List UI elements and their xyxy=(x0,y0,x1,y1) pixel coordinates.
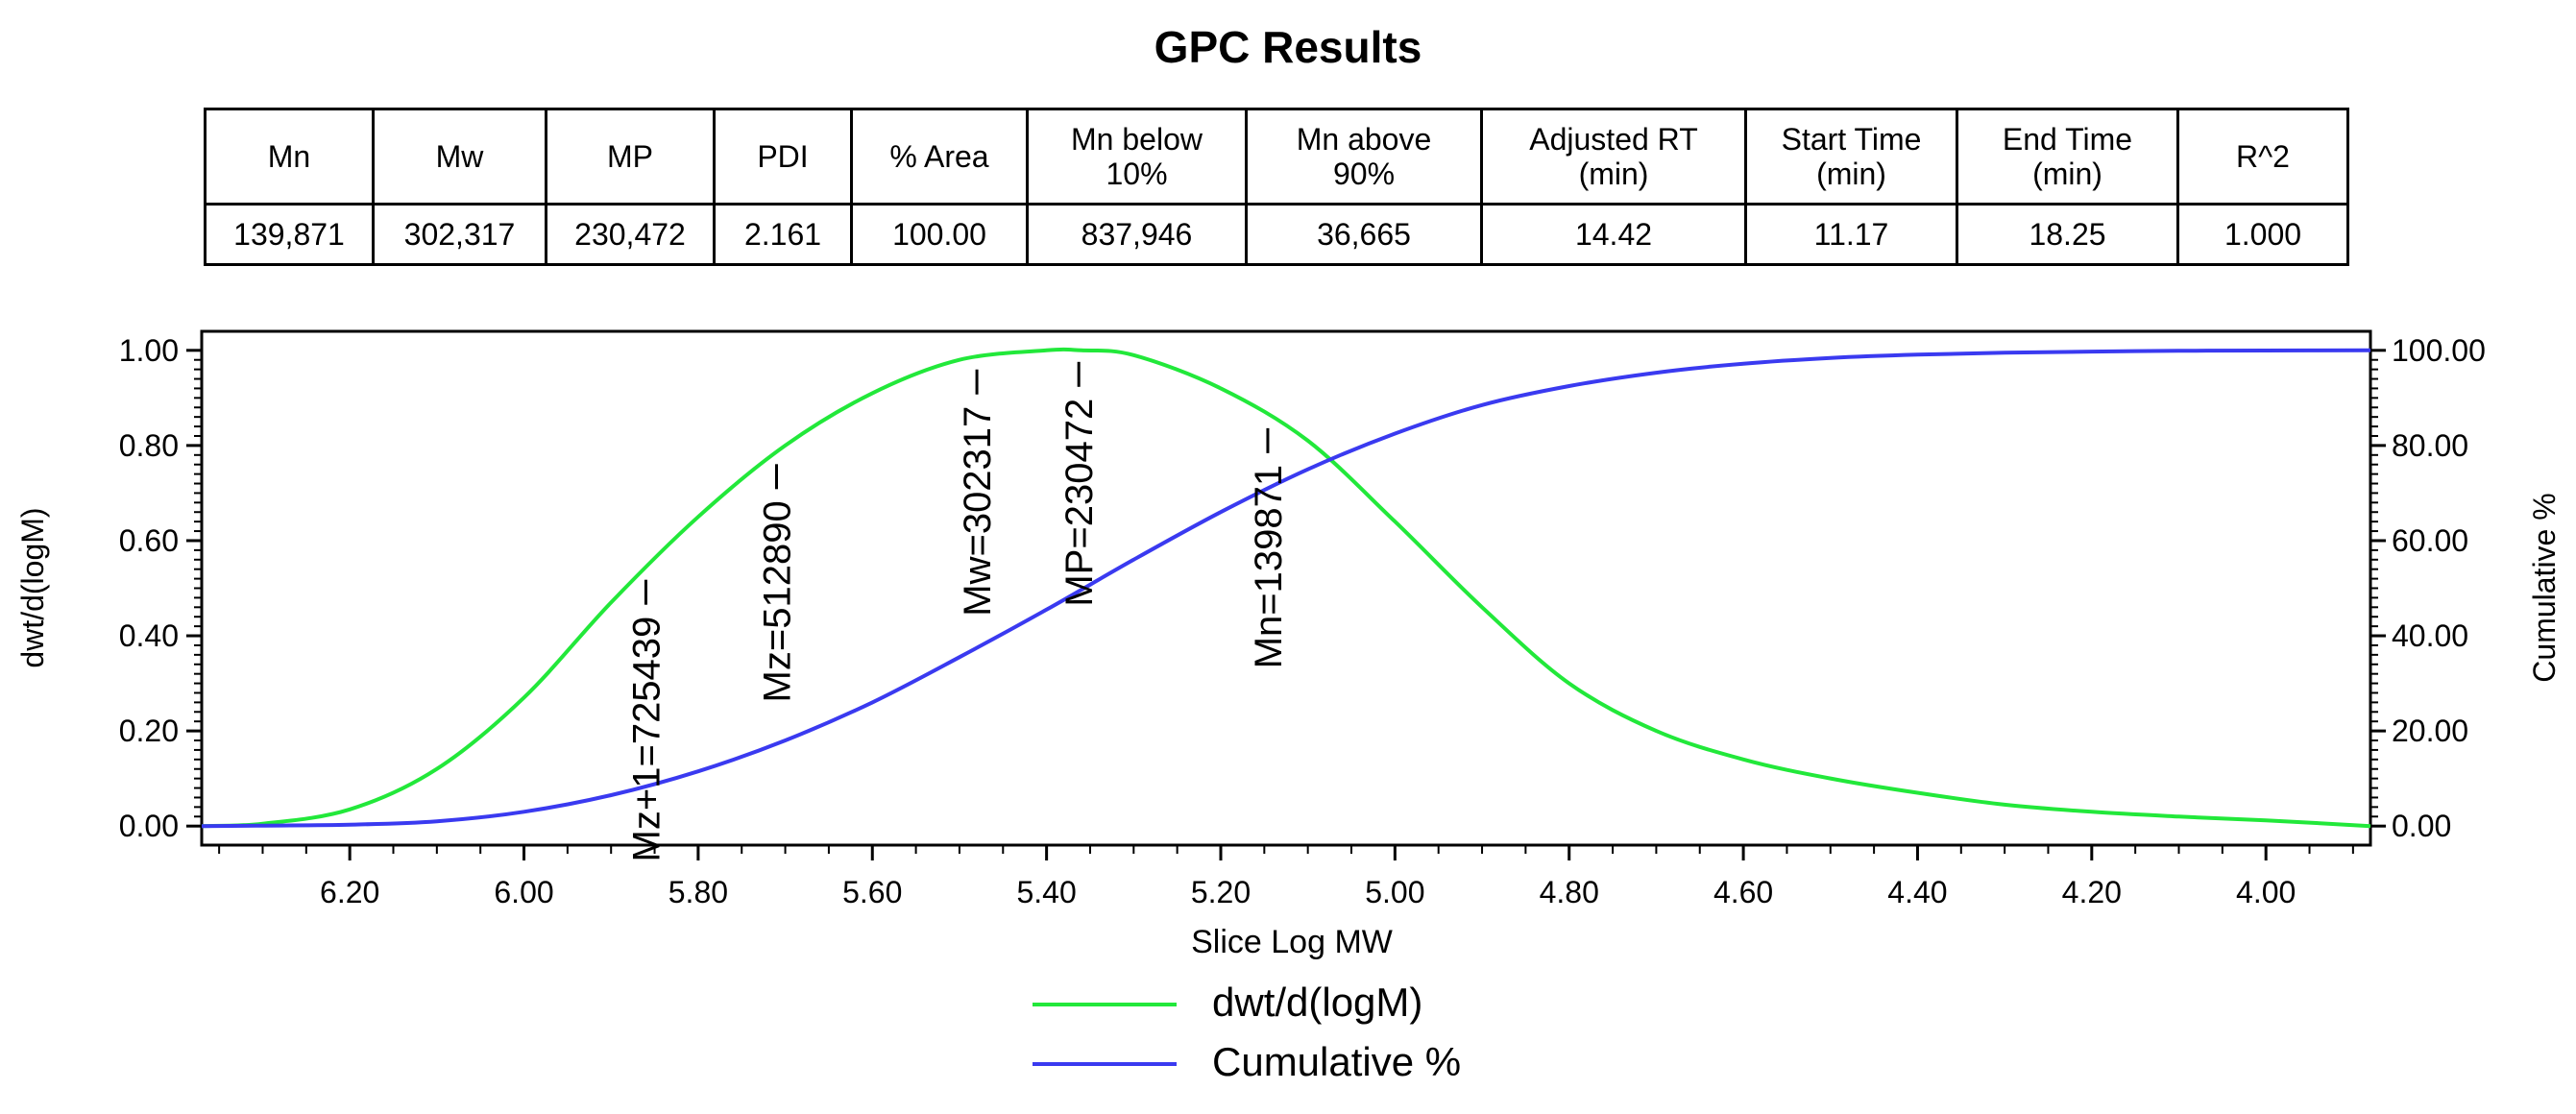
table-header-cell: R^2 xyxy=(2176,108,2349,206)
table-header-cell: PDI xyxy=(713,108,853,206)
y-right-tick-label: 0.00 xyxy=(2392,809,2451,843)
table-value-cell: 36,665 xyxy=(1245,203,1483,266)
legend-label-cumulative: Cumulative % xyxy=(1212,1039,1461,1084)
table-value-cell: 11.17 xyxy=(1744,203,1958,266)
x-tick-label: 5.40 xyxy=(1016,875,1076,909)
table-value-cell: 14.42 xyxy=(1480,203,1747,266)
left-y-axis: 0.00 0.20 0.40 0.60 0.80 1.00 xyxy=(119,333,202,843)
y-right-tick-label: 100.00 xyxy=(2392,333,2486,368)
x-tick-label: 4.80 xyxy=(1540,875,1599,909)
x-tick-label: 5.80 xyxy=(668,875,728,909)
x-tick-label: 4.40 xyxy=(1887,875,1947,909)
table-header-row: Mn Mw MP PDI% Area Mn below 10% Mn above 90% Adj… xyxy=(204,108,2349,206)
x-tick-label: 6.20 xyxy=(320,875,379,909)
x-tick-label: 5.00 xyxy=(1365,875,1424,909)
chart-title: GPC Results xyxy=(1154,22,1422,72)
table-header-cell: End Time (min) xyxy=(1956,108,2179,206)
annotation-label: Mw=302317 xyxy=(957,406,999,617)
y-right-tick-label: 80.00 xyxy=(2392,428,2468,463)
x-tick-label: 4.20 xyxy=(2062,875,2122,909)
left-y-axis-label: dwt/d(logM) xyxy=(15,507,50,667)
table-header-cell: MP xyxy=(545,108,716,206)
table-header-cell: Start Time (min) xyxy=(1744,108,1958,206)
annotation-label: Mn=139871 xyxy=(1248,465,1290,668)
x-tick-label: 4.60 xyxy=(1713,875,1773,909)
y-left-tick-label: 0.40 xyxy=(119,618,179,653)
table-value-row: 139,871 302,317 230,472 2.161 100.00 837,946 3… xyxy=(204,203,2349,266)
table-header-cell: Mw xyxy=(372,108,547,206)
table-header-cell: Mn above 90% xyxy=(1245,108,1483,206)
y-left-tick-label: 0.80 xyxy=(119,428,179,463)
y-left-tick-label: 0.00 xyxy=(119,809,179,843)
series-dwt-line xyxy=(201,347,2371,829)
legend-label-dwt: dwt/d(logM) xyxy=(1212,980,1422,1025)
table-header-cell: Adjusted RT (min) xyxy=(1480,108,1747,206)
table-value-cell: 302,317 xyxy=(372,203,547,266)
table-value-cell: 2.161 xyxy=(713,203,853,266)
table-value-cell: 18.25 xyxy=(1956,203,2179,266)
table-value-cell: 1.000 xyxy=(2176,203,2349,266)
x-tick-label: 6.00 xyxy=(494,875,553,909)
annotation-label: MP=230472 xyxy=(1058,399,1101,607)
table-value-cell: 139,871 xyxy=(204,203,375,266)
table-header-cell: % Area xyxy=(850,108,1029,206)
x-tick-label: 5.60 xyxy=(842,875,902,909)
annotation-label: Mz+1=725439 xyxy=(626,617,668,862)
y-left-tick-label: 1.00 xyxy=(119,333,179,368)
y-right-tick-label: 40.00 xyxy=(2392,618,2468,653)
x-tick-label: 5.20 xyxy=(1191,875,1251,909)
series-group xyxy=(201,347,2371,829)
table-header-cell: Mn below 10% xyxy=(1026,108,1248,206)
right-y-axis: 0.00 20.00 40.00 60.00 80.00 100.00 xyxy=(2370,333,2486,843)
table-value-cell: 837,946 xyxy=(1026,203,1248,266)
annotation-label: Mz=512890 xyxy=(757,500,799,702)
table-value-cell: 230,472 xyxy=(545,203,716,266)
x-axis-label: Slice Log MW xyxy=(1191,924,1393,960)
table-value-cell: 100.00 xyxy=(850,203,1029,266)
table-header-cell: Mn xyxy=(204,108,375,206)
right-y-axis-label: Cumulative % xyxy=(2527,493,2562,682)
legend: dwt/d(logM) Cumulative % xyxy=(1033,980,1461,1084)
y-left-tick-label: 0.20 xyxy=(119,714,179,748)
y-right-tick-label: 60.00 xyxy=(2392,523,2468,558)
gpc-results-table: Mn Mw MP PDI% Area Mn below 10% Mn above 90% Adj… xyxy=(204,108,2349,266)
x-axis: 6.20 6.00 5.80 5.60 5.40 5.20 5.00 4.80 4.60 4.40… xyxy=(218,845,2354,909)
series-cumulative-line xyxy=(201,348,2371,829)
y-left-tick-label: 0.60 xyxy=(119,523,179,558)
y-right-tick-label: 20.00 xyxy=(2392,714,2468,748)
x-tick-label: 4.00 xyxy=(2236,875,2296,909)
annotations-group: Mz+1=725439 Mz=512890 Mw=302317 MP=230472 Mn… xyxy=(626,361,1290,862)
